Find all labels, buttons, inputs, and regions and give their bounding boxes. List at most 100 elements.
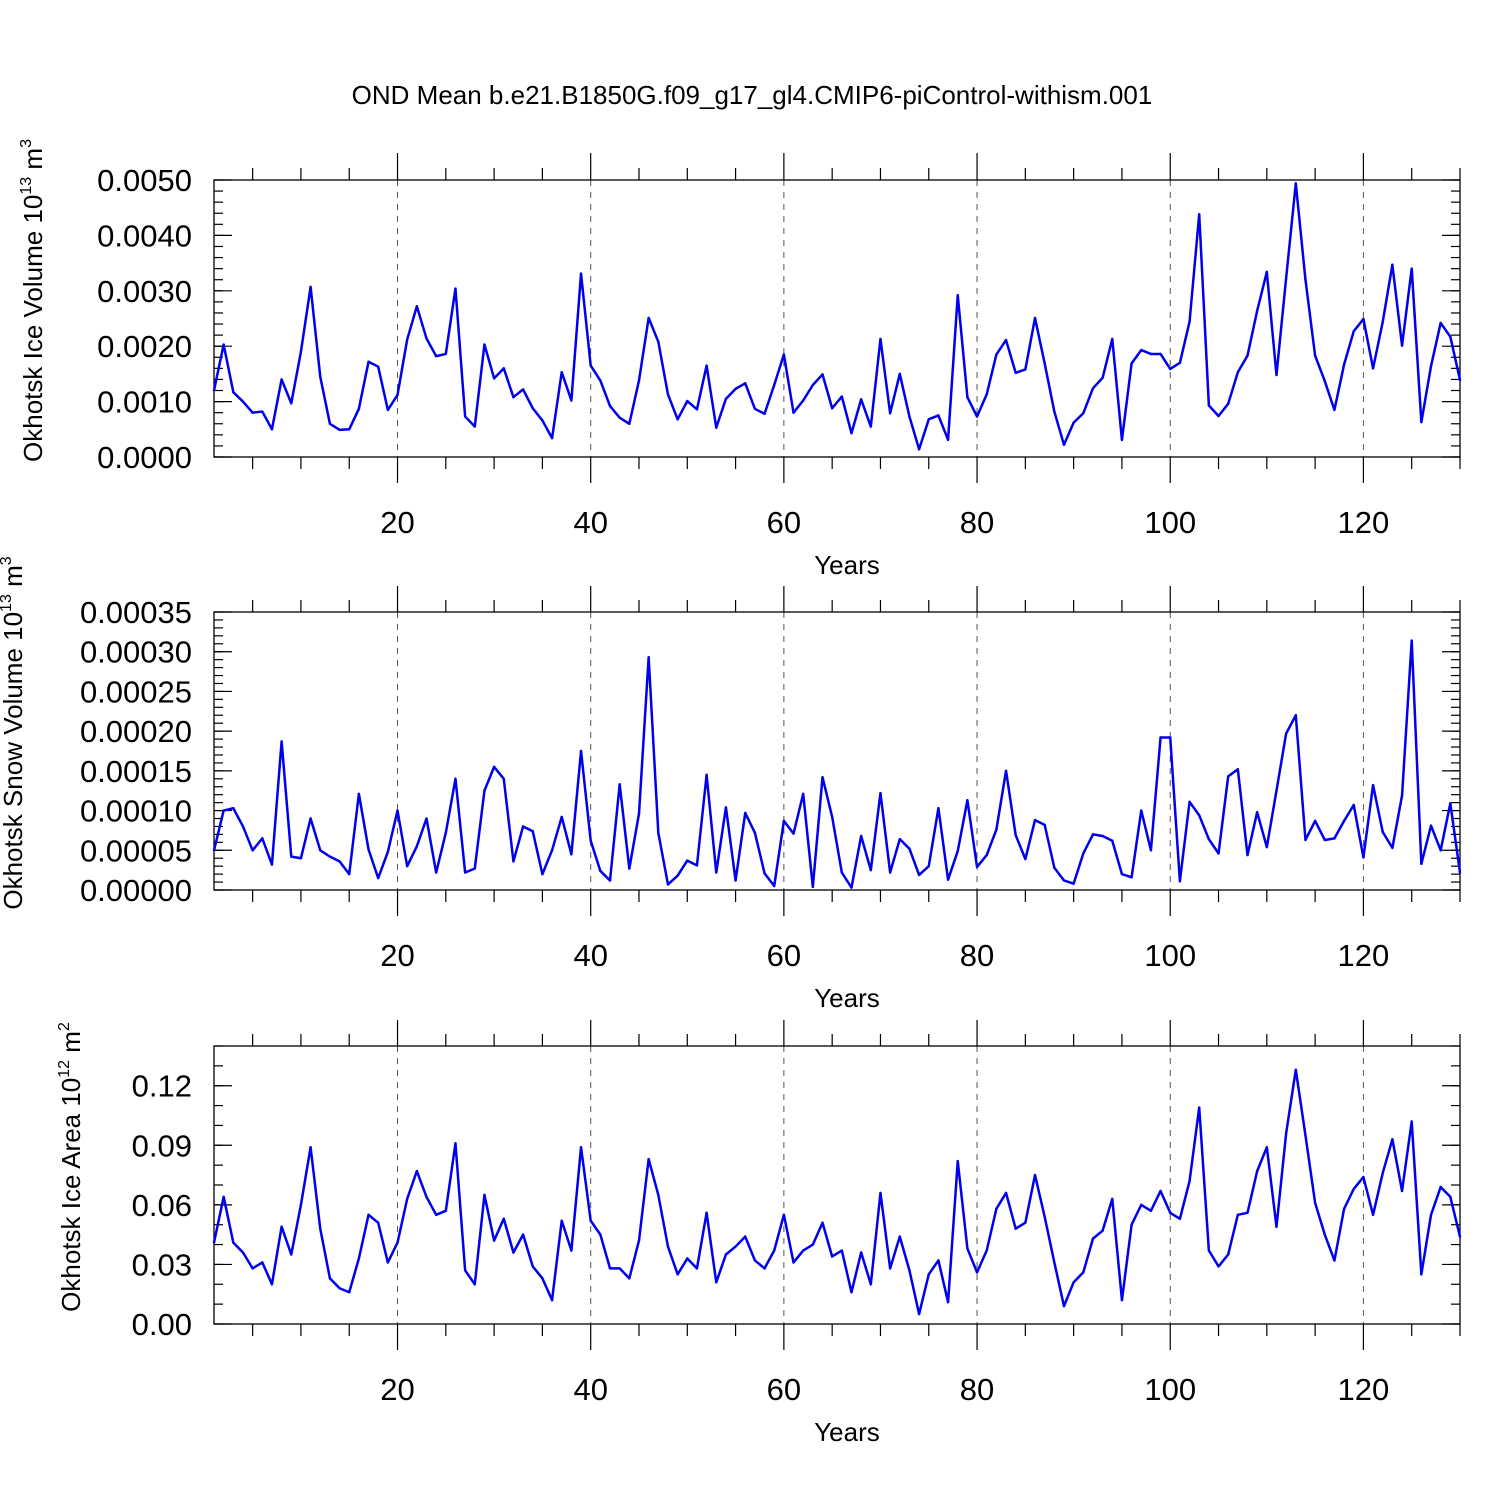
data-point <box>309 285 312 289</box>
data-point <box>550 849 554 852</box>
data-point <box>560 815 563 819</box>
data-point <box>859 834 863 838</box>
data-point <box>531 407 534 410</box>
series-line <box>212 182 1462 451</box>
panels: 20 40 60 80 100 1200.00000.00100.00200.00300.… <box>0 139 1462 1447</box>
data-point <box>1371 783 1375 787</box>
data-point <box>328 1277 332 1280</box>
data-point <box>1130 1223 1133 1226</box>
data-point <box>1033 1173 1037 1177</box>
data-point <box>773 1249 776 1252</box>
data-point <box>1275 1225 1278 1228</box>
data-point <box>386 1261 390 1264</box>
data-point <box>1101 1229 1104 1232</box>
data-point <box>850 431 853 435</box>
data-point <box>560 371 563 374</box>
data-point <box>463 415 467 418</box>
data-point <box>550 436 554 440</box>
data-point <box>357 792 361 796</box>
data-point <box>1188 1179 1191 1183</box>
data-point <box>251 1267 254 1270</box>
data-point <box>1313 819 1317 823</box>
data-point <box>473 867 476 870</box>
data-point <box>859 398 863 401</box>
data-point <box>1439 849 1442 852</box>
data-point <box>1265 1146 1269 1149</box>
x-axis-label: Years <box>814 550 880 580</box>
data-point <box>579 749 583 753</box>
data-point <box>270 1283 274 1286</box>
data-point <box>734 387 737 391</box>
data-point <box>261 410 264 413</box>
data-point <box>1410 1120 1413 1123</box>
data-point <box>1053 1261 1056 1264</box>
data-point <box>1255 309 1259 312</box>
data-point <box>724 397 728 401</box>
data-point <box>1130 876 1133 879</box>
data-point <box>985 1249 988 1252</box>
data-point <box>1120 1298 1124 1302</box>
data-point <box>1449 1195 1452 1199</box>
data-point <box>946 438 950 442</box>
data-point <box>647 1157 650 1161</box>
data-point <box>1236 768 1240 771</box>
data-point <box>898 837 901 841</box>
y-tick-label: 0.00005 <box>80 833 192 868</box>
data-point <box>686 1257 689 1260</box>
data-point <box>801 1249 805 1252</box>
data-point <box>869 868 873 872</box>
data-point <box>1255 1169 1259 1173</box>
y-tick-label: 0.00 <box>132 1307 192 1342</box>
data-point <box>1024 857 1027 861</box>
panel-2: 20 40 60 80 100 120 0.00000 0.00005 0.00010 0.000… <box>0 556 1462 1013</box>
data-point <box>686 859 689 862</box>
data-point <box>666 393 670 396</box>
data-point <box>715 426 718 429</box>
data-point <box>502 367 505 370</box>
data-point <box>1449 802 1452 805</box>
data-point <box>898 372 901 376</box>
data-point <box>975 415 979 418</box>
y-tick-label: 0.0020 <box>97 329 192 364</box>
data-point <box>290 1253 293 1256</box>
data-point <box>280 740 283 743</box>
plot-frame <box>213 1045 1461 1325</box>
data-point <box>1111 337 1114 341</box>
data-point <box>724 806 728 809</box>
data-point <box>328 422 332 425</box>
x-axis-label: Years <box>814 1417 880 1447</box>
x-tick-label: 100 <box>1144 1372 1196 1407</box>
data-point <box>1226 402 1230 406</box>
data-point <box>280 378 283 381</box>
data-point <box>444 1209 448 1213</box>
data-point <box>1275 789 1278 792</box>
data-points <box>212 639 1462 889</box>
data-point <box>937 1259 940 1262</box>
data-point <box>1101 834 1104 838</box>
data-point <box>1410 639 1413 642</box>
data-point <box>869 1283 873 1286</box>
data-points <box>212 1068 1462 1316</box>
y-tick-label: 0.03 <box>132 1247 192 1282</box>
data-point <box>792 411 795 414</box>
data-point <box>1149 849 1153 852</box>
data-point <box>512 860 515 863</box>
data-point <box>579 272 583 275</box>
data-point <box>956 849 959 853</box>
x-tick-label: 60 <box>767 505 801 540</box>
data-point <box>927 1273 930 1276</box>
y-tick-label: 0.0000 <box>97 440 192 475</box>
data-point <box>348 1291 351 1294</box>
y-tick-label: 0.0010 <box>97 385 192 420</box>
data-point <box>570 1249 573 1252</box>
data-point <box>850 886 853 889</box>
data-point <box>705 1211 708 1215</box>
data-point <box>463 871 467 874</box>
data-point <box>744 1235 747 1238</box>
data-point <box>1275 373 1278 377</box>
data-point <box>1082 1271 1085 1274</box>
data-point <box>1371 1213 1375 1216</box>
data-point <box>1014 371 1017 374</box>
data-point <box>415 305 419 308</box>
data-point <box>657 340 660 343</box>
